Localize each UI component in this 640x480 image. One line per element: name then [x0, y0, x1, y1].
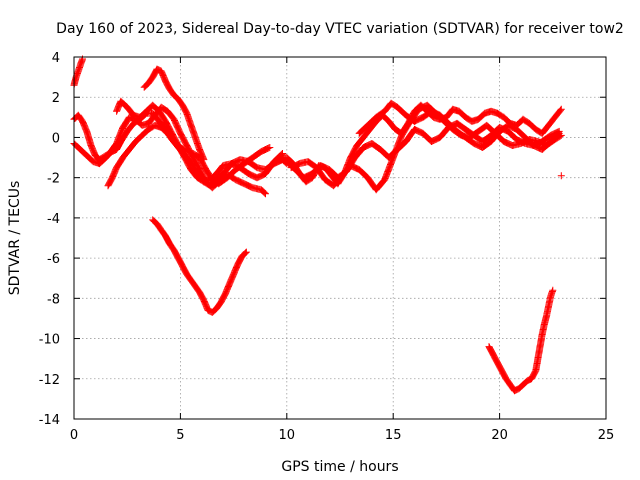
series-track-f — [140, 65, 208, 164]
data-point — [557, 172, 565, 180]
series-track-j — [355, 99, 563, 153]
data-point — [554, 130, 562, 138]
y-tick-label: -14 — [39, 413, 60, 428]
y-tick-label: 0 — [52, 131, 60, 146]
data-point — [136, 120, 144, 128]
y-tick-label: -8 — [47, 292, 60, 307]
x-tick-label: 0 — [70, 428, 78, 443]
chart-title: Day 160 of 2023, Sidereal Day-to-day VTE… — [56, 21, 624, 37]
data-layer — [70, 55, 565, 395]
y-tick-label: 2 — [52, 91, 60, 106]
data-point — [554, 131, 561, 139]
series-track-k — [149, 216, 250, 316]
tick-layer: 0 5 10 15 20 25 -14 -12 -10 -8 -6 -4 -2 0 2 4 — [39, 51, 615, 443]
data-point — [242, 248, 250, 256]
data-point — [266, 144, 274, 151]
x-tick-label: 5 — [176, 428, 184, 443]
data-point — [241, 250, 249, 258]
x-tick-label: 15 — [385, 428, 402, 443]
data-point — [557, 105, 565, 113]
data-point — [549, 286, 557, 294]
data-point — [555, 129, 563, 137]
series-track-e — [70, 55, 86, 89]
series-track-a — [70, 109, 269, 198]
y-tick-label: -2 — [47, 172, 60, 187]
y-axis-label: SDTVAR / TECUs — [7, 181, 23, 296]
x-tick-label: 20 — [491, 428, 508, 443]
series-track-d — [113, 97, 286, 186]
series-outlier — [557, 172, 565, 180]
y-tick-label: -12 — [39, 373, 60, 388]
data-point — [242, 249, 249, 257]
y-tick-label: -4 — [47, 212, 60, 227]
data-point — [261, 189, 269, 197]
data-point — [262, 190, 269, 198]
series-track-l — [485, 286, 557, 395]
y-tick-label: -10 — [39, 333, 60, 348]
plot-frame — [73, 56, 607, 420]
x-axis-label: GPS time / hours — [281, 459, 398, 475]
x-tick-label: 10 — [279, 428, 296, 443]
data-point — [260, 188, 268, 196]
data-point — [200, 156, 208, 164]
data-point — [129, 110, 137, 118]
x-tick-label: 25 — [598, 428, 615, 443]
y-tick-label: -6 — [47, 252, 60, 267]
y-tick-label: 4 — [52, 51, 60, 66]
data-point — [557, 106, 564, 114]
